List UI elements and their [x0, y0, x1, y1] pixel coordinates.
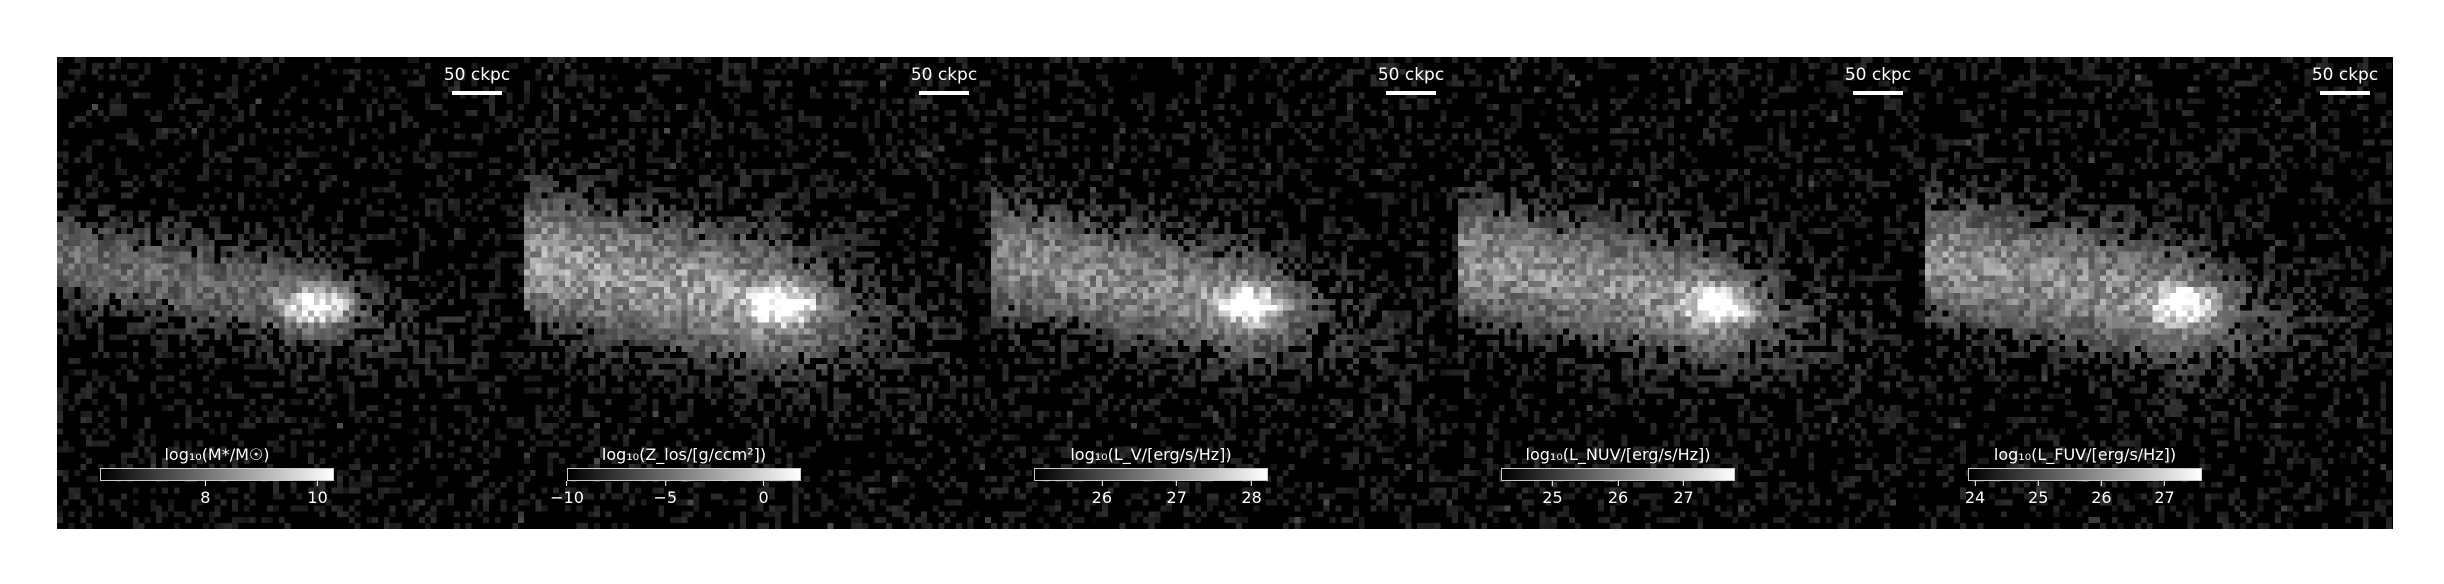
colorbar-label: log₁₀(L_FUV/[erg/s/Hz]) [1993, 445, 2177, 464]
scale-label: 50 ckpc [1377, 65, 1445, 85]
scale-bar-line [1853, 91, 1903, 95]
scale-label: 50 ckpc [443, 65, 511, 85]
scale-bar: 50 ckpc [2310, 65, 2380, 95]
panel-nuv-luminosity: 50 ckpc log₁₀(L_NUV/[erg/s/Hz]) 25 26 27 [1458, 57, 1925, 529]
colorbar: log₁₀(Z_los/[g/ccm²]) −10 −5 0 [550, 445, 801, 507]
pixel-map [1925, 57, 2392, 529]
colorbar-gradient [1034, 468, 1268, 481]
colorbar-gradient [1968, 468, 2202, 481]
colorbar-tick: 25 [1542, 481, 1562, 507]
colorbar-label: log₁₀(L_V/[erg/s/Hz]) [1070, 445, 1232, 464]
colorbar-ticks: 26 27 28 [1034, 481, 1268, 507]
colorbar: log₁₀(L_FUV/[erg/s/Hz]) 24 25 26 27 [1965, 445, 2202, 507]
pixel-map [524, 57, 991, 529]
scale-bar-line [919, 91, 969, 95]
colorbar-tick: 27 [1167, 481, 1187, 507]
colorbar-tick: −10 [550, 481, 584, 507]
scale-bar-line [1386, 91, 1436, 95]
panel-fuv-luminosity: 50 ckpc log₁₀(L_FUV/[erg/s/Hz]) 24 25 26 27 [1925, 57, 2392, 529]
colorbar-gradient [1501, 468, 1735, 481]
colorbar-tick: 26 [1092, 481, 1112, 507]
colorbar-tick: 26 [2091, 481, 2111, 507]
colorbar: log₁₀(L_V/[erg/s/Hz]) 26 27 28 [1034, 445, 1268, 507]
scale-label: 50 ckpc [910, 65, 978, 85]
scale-bar: 50 ckpc [1376, 65, 1446, 95]
colorbar: log₁₀(M*/M☉) 8 10 [100, 445, 334, 507]
colorbar-gradient [100, 468, 334, 481]
panel-metal-column: 50 ckpc log₁₀(Z_los/[g/ccm²]) −10 −5 0 [524, 57, 991, 529]
colorbar-ticks: 25 26 27 [1501, 481, 1735, 507]
panel-stellar-mass: 50 ckpc log₁₀(M*/M☉) 8 10 [57, 57, 524, 529]
colorbar-tick: 27 [1673, 481, 1693, 507]
colorbar-tick: 0 [758, 481, 768, 507]
colorbar-tick: 26 [1608, 481, 1628, 507]
colorbar-tick: −5 [653, 481, 677, 507]
colorbar-label: log₁₀(L_NUV/[erg/s/Hz]) [1525, 445, 1711, 464]
colorbar-ticks: 24 25 26 27 [1965, 481, 2202, 507]
scale-label: 50 ckpc [2311, 65, 2379, 85]
scale-bar: 50 ckpc [1843, 65, 1913, 95]
colorbar: log₁₀(L_NUV/[erg/s/Hz]) 25 26 27 [1501, 445, 1735, 507]
pixel-map [991, 57, 1458, 529]
scale-bar: 50 ckpc [909, 65, 979, 95]
scale-bar-line [2320, 91, 2370, 95]
scale-bar-line [452, 91, 502, 95]
scale-bar: 50 ckpc [442, 65, 512, 95]
colorbar-label: log₁₀(M*/M☉) [164, 445, 270, 464]
colorbar-tick: 25 [2028, 481, 2048, 507]
scale-label: 50 ckpc [1844, 65, 1912, 85]
pixel-map [1458, 57, 1925, 529]
colorbar-label: log₁₀(Z_los/[g/ccm²]) [601, 445, 767, 464]
colorbar-tick: 28 [1241, 481, 1261, 507]
colorbar-tick: 27 [2154, 481, 2174, 507]
colorbar-gradient [567, 468, 801, 481]
image-strip: 50 ckpc log₁₀(M*/M☉) 8 10 50 ckpc log₁₀(Z… [57, 57, 2393, 529]
colorbar-tick: 24 [1965, 481, 1985, 507]
pixel-map [57, 57, 524, 529]
colorbar-ticks: 8 10 [100, 481, 334, 507]
colorbar-tick: 10 [307, 481, 327, 507]
colorbar-ticks: −10 −5 0 [550, 481, 801, 507]
colorbar-tick: 8 [200, 481, 210, 507]
panel-v-luminosity: 50 ckpc log₁₀(L_V/[erg/s/Hz]) 26 27 28 [991, 57, 1458, 529]
